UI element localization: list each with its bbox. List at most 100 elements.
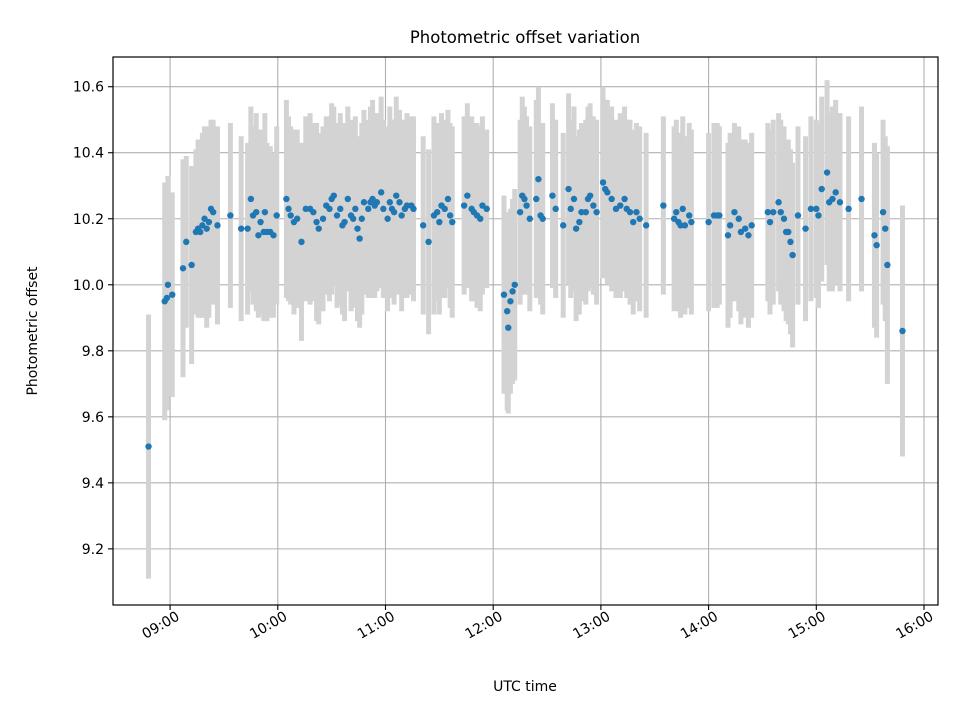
data-point: [673, 208, 680, 216]
data-point: [626, 208, 634, 216]
y-tick-label: 9.6: [82, 410, 104, 426]
data-point: [205, 218, 213, 226]
data-point: [780, 215, 788, 222]
data-point: [845, 205, 852, 213]
data-point: [787, 238, 794, 246]
data-point: [169, 291, 176, 298]
data-point: [393, 192, 400, 199]
data-point: [823, 169, 831, 176]
data-point: [789, 251, 796, 259]
data-point: [604, 189, 611, 196]
data-point: [358, 215, 365, 222]
y-tick-label: 10.2: [73, 212, 104, 228]
plot-frame: [112, 56, 939, 606]
data-point: [433, 208, 441, 216]
data-point: [333, 212, 341, 219]
data-point: [523, 202, 530, 209]
data-point: [410, 205, 417, 213]
data-point: [298, 238, 305, 246]
data-point: [636, 215, 643, 222]
y-tick-label: 9.8: [82, 344, 104, 360]
data-point: [621, 195, 628, 203]
data-point: [365, 205, 372, 213]
data-point: [464, 192, 471, 199]
data-point: [183, 238, 190, 246]
data-point: [642, 222, 650, 229]
data-point: [794, 212, 802, 219]
data-point: [287, 212, 294, 219]
data-point: [344, 195, 351, 203]
data-point: [617, 202, 624, 209]
data-point: [586, 192, 594, 199]
data-point: [552, 205, 559, 213]
data-point: [349, 215, 357, 222]
data-point: [354, 225, 361, 232]
data-point: [500, 291, 508, 298]
data-point: [533, 195, 540, 203]
data-point: [572, 225, 580, 232]
data-point: [326, 205, 333, 213]
data-point: [203, 225, 210, 232]
data-point: [209, 208, 217, 216]
data-point: [145, 443, 152, 450]
data-point: [535, 175, 542, 183]
data-point: [270, 232, 277, 239]
data-point: [882, 225, 889, 232]
data-point: [802, 225, 809, 232]
data-point: [726, 222, 734, 229]
data-point: [505, 324, 512, 331]
data-point: [679, 205, 686, 213]
data-point: [590, 202, 597, 209]
data-point: [570, 195, 578, 203]
data-point: [686, 212, 693, 219]
data-point: [356, 235, 363, 242]
data-point: [319, 215, 327, 222]
y-tick-label: 10.6: [73, 80, 104, 96]
data-point: [829, 195, 836, 203]
data-point: [507, 298, 514, 305]
data-point: [899, 327, 906, 335]
data-point: [509, 288, 516, 295]
data-point: [630, 218, 637, 226]
data-point: [526, 215, 534, 222]
data-point: [858, 195, 865, 203]
data-point: [748, 222, 755, 229]
data-point: [549, 192, 556, 199]
data-point: [446, 212, 454, 219]
y-tick-label: 9.4: [82, 476, 104, 492]
data-point: [255, 232, 262, 239]
data-points: [145, 169, 906, 450]
data-point: [227, 212, 234, 219]
data-point: [567, 205, 574, 213]
data-point: [444, 195, 452, 203]
data-point: [660, 202, 667, 209]
data-point: [398, 212, 405, 219]
data-point: [285, 205, 292, 213]
data-point: [390, 208, 398, 216]
data-point: [257, 218, 264, 226]
data-point: [565, 185, 572, 193]
data-point: [244, 225, 251, 232]
y-tick-label: 10.4: [73, 146, 104, 162]
y-axis: 9.2 9.4 9.6 9.8 10.0 10.2 10.4 10.6: [73, 80, 113, 558]
data-point: [813, 205, 820, 213]
data-point: [449, 218, 456, 226]
data-point: [283, 195, 290, 203]
data-point: [261, 208, 269, 216]
data-point: [179, 265, 187, 272]
data-point: [807, 205, 815, 213]
data-point: [163, 294, 171, 302]
data-point: [871, 232, 878, 239]
data-point: [582, 208, 590, 216]
data-point: [731, 208, 738, 216]
data-point: [330, 192, 337, 199]
data-point: [380, 205, 387, 213]
data-point: [341, 218, 348, 226]
data-point: [164, 281, 172, 288]
data-point: [436, 218, 443, 226]
data-point: [775, 199, 782, 206]
data-point: [273, 212, 280, 219]
data-point: [386, 199, 393, 206]
data-point: [599, 179, 607, 186]
